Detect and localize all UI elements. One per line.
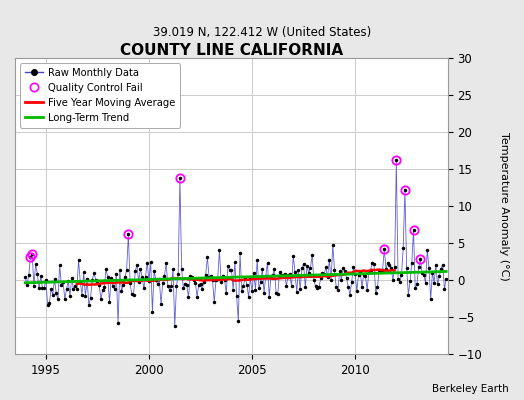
Y-axis label: Temperature Anomaly (°C): Temperature Anomaly (°C) (499, 132, 509, 280)
Text: 39.019 N, 122.412 W (United States): 39.019 N, 122.412 W (United States) (153, 26, 371, 39)
Text: Berkeley Earth: Berkeley Earth (432, 384, 508, 394)
Legend: Raw Monthly Data, Quality Control Fail, Five Year Moving Average, Long-Term Tren: Raw Monthly Data, Quality Control Fail, … (20, 63, 180, 128)
Title: COUNTY LINE CALIFORNIA: COUNTY LINE CALIFORNIA (120, 43, 343, 58)
